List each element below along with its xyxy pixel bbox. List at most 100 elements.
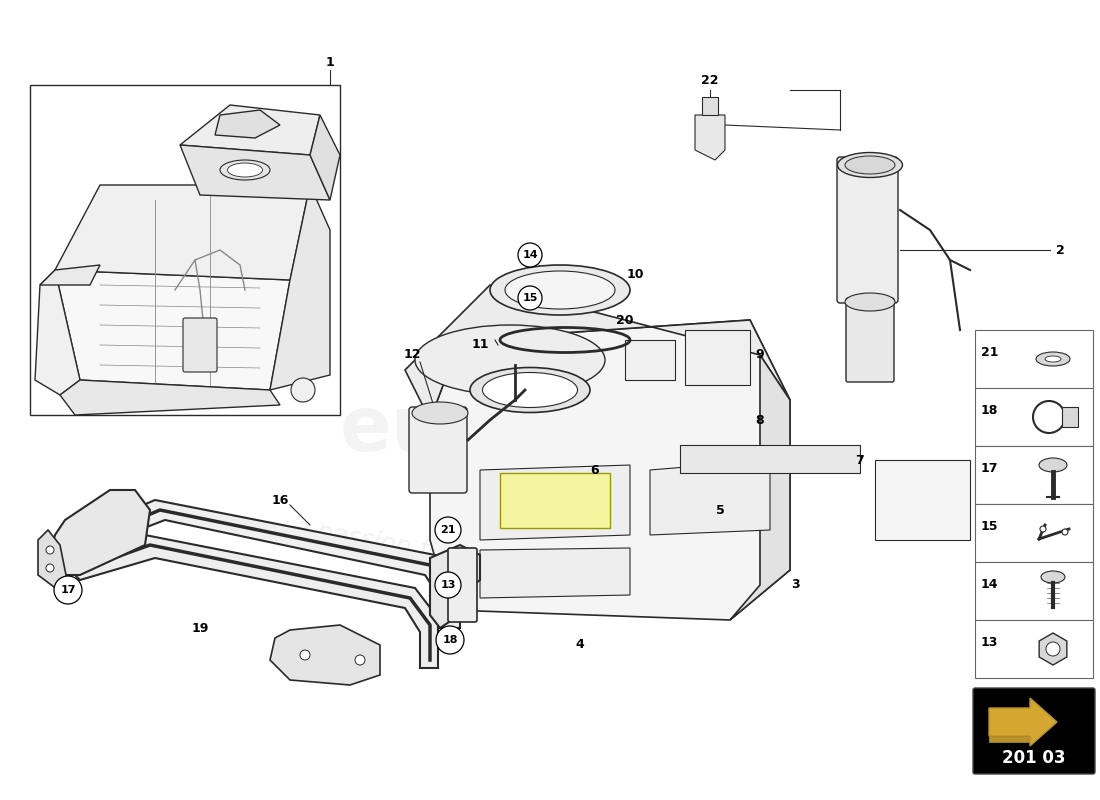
Polygon shape (310, 115, 340, 200)
Ellipse shape (1036, 352, 1070, 366)
Circle shape (434, 517, 461, 543)
Ellipse shape (845, 156, 895, 174)
FancyBboxPatch shape (30, 85, 340, 415)
Circle shape (1062, 529, 1068, 535)
Text: 19: 19 (191, 622, 209, 634)
Text: 1: 1 (326, 57, 334, 70)
FancyBboxPatch shape (685, 330, 750, 385)
Polygon shape (650, 460, 770, 535)
Polygon shape (989, 698, 1057, 746)
Ellipse shape (1041, 571, 1065, 583)
Polygon shape (40, 265, 100, 285)
Text: euroParts: euroParts (339, 393, 761, 467)
FancyBboxPatch shape (500, 473, 610, 528)
Ellipse shape (1045, 356, 1062, 362)
Text: a passion for parts since 1965: a passion for parts since 1965 (292, 515, 668, 605)
Text: 8: 8 (756, 414, 764, 426)
Ellipse shape (220, 160, 270, 180)
FancyBboxPatch shape (680, 445, 860, 473)
FancyBboxPatch shape (975, 388, 1093, 446)
Text: 4: 4 (575, 638, 584, 651)
Text: 18: 18 (442, 635, 458, 645)
FancyBboxPatch shape (975, 562, 1093, 620)
Text: 14: 14 (981, 578, 999, 590)
Polygon shape (85, 500, 460, 628)
Polygon shape (405, 285, 790, 420)
Polygon shape (48, 490, 150, 575)
Polygon shape (480, 465, 630, 540)
Text: 7: 7 (856, 454, 865, 466)
Polygon shape (214, 110, 280, 138)
Text: 17: 17 (981, 462, 999, 474)
Ellipse shape (228, 163, 263, 177)
FancyBboxPatch shape (846, 298, 894, 382)
Text: 12: 12 (404, 349, 420, 362)
Polygon shape (65, 535, 438, 668)
Polygon shape (55, 270, 290, 390)
Polygon shape (55, 185, 310, 280)
FancyBboxPatch shape (975, 330, 1093, 388)
FancyBboxPatch shape (975, 504, 1093, 562)
Circle shape (46, 564, 54, 572)
Circle shape (355, 655, 365, 665)
Text: 21: 21 (981, 346, 999, 358)
Circle shape (292, 378, 315, 402)
Circle shape (1046, 642, 1060, 656)
Text: 10: 10 (626, 269, 644, 282)
FancyBboxPatch shape (183, 318, 217, 372)
Polygon shape (180, 105, 320, 155)
Text: 9: 9 (756, 349, 764, 362)
Text: 21: 21 (440, 525, 455, 535)
Ellipse shape (483, 373, 578, 407)
FancyBboxPatch shape (837, 157, 898, 303)
Circle shape (434, 572, 461, 598)
FancyBboxPatch shape (409, 407, 468, 493)
Text: 22: 22 (702, 74, 718, 86)
Polygon shape (35, 270, 80, 395)
Polygon shape (730, 355, 790, 620)
Text: 14: 14 (522, 250, 538, 260)
Text: 13: 13 (440, 580, 455, 590)
Circle shape (54, 576, 82, 604)
Polygon shape (430, 320, 790, 620)
Circle shape (518, 286, 542, 310)
FancyBboxPatch shape (1062, 407, 1078, 427)
FancyBboxPatch shape (874, 460, 970, 540)
Text: 18: 18 (981, 403, 999, 417)
Polygon shape (270, 625, 380, 685)
Text: 16: 16 (272, 494, 288, 506)
Text: 3: 3 (791, 578, 800, 591)
Polygon shape (1040, 633, 1067, 665)
Circle shape (518, 243, 542, 267)
Text: 5: 5 (716, 503, 725, 517)
FancyBboxPatch shape (702, 97, 718, 115)
Circle shape (1040, 526, 1046, 532)
Ellipse shape (490, 265, 630, 315)
FancyBboxPatch shape (975, 446, 1093, 504)
Polygon shape (695, 115, 725, 160)
Circle shape (436, 626, 464, 654)
Ellipse shape (412, 402, 468, 424)
Polygon shape (989, 736, 1030, 742)
Circle shape (46, 546, 54, 554)
Ellipse shape (845, 293, 895, 311)
Polygon shape (60, 380, 280, 415)
Text: 201 03: 201 03 (1002, 749, 1066, 767)
Polygon shape (270, 185, 330, 390)
Text: 15: 15 (981, 519, 999, 533)
Text: 6: 6 (591, 463, 600, 477)
FancyBboxPatch shape (975, 620, 1093, 678)
Text: 13: 13 (981, 635, 999, 649)
Ellipse shape (1040, 458, 1067, 472)
FancyBboxPatch shape (448, 548, 477, 622)
Ellipse shape (505, 271, 615, 309)
Text: 11: 11 (471, 338, 488, 351)
Polygon shape (430, 545, 480, 628)
Text: 20: 20 (616, 314, 634, 326)
Ellipse shape (415, 325, 605, 395)
FancyBboxPatch shape (625, 340, 675, 380)
Ellipse shape (837, 153, 902, 178)
Text: 15: 15 (522, 293, 538, 303)
Ellipse shape (470, 367, 590, 413)
FancyBboxPatch shape (974, 688, 1094, 774)
